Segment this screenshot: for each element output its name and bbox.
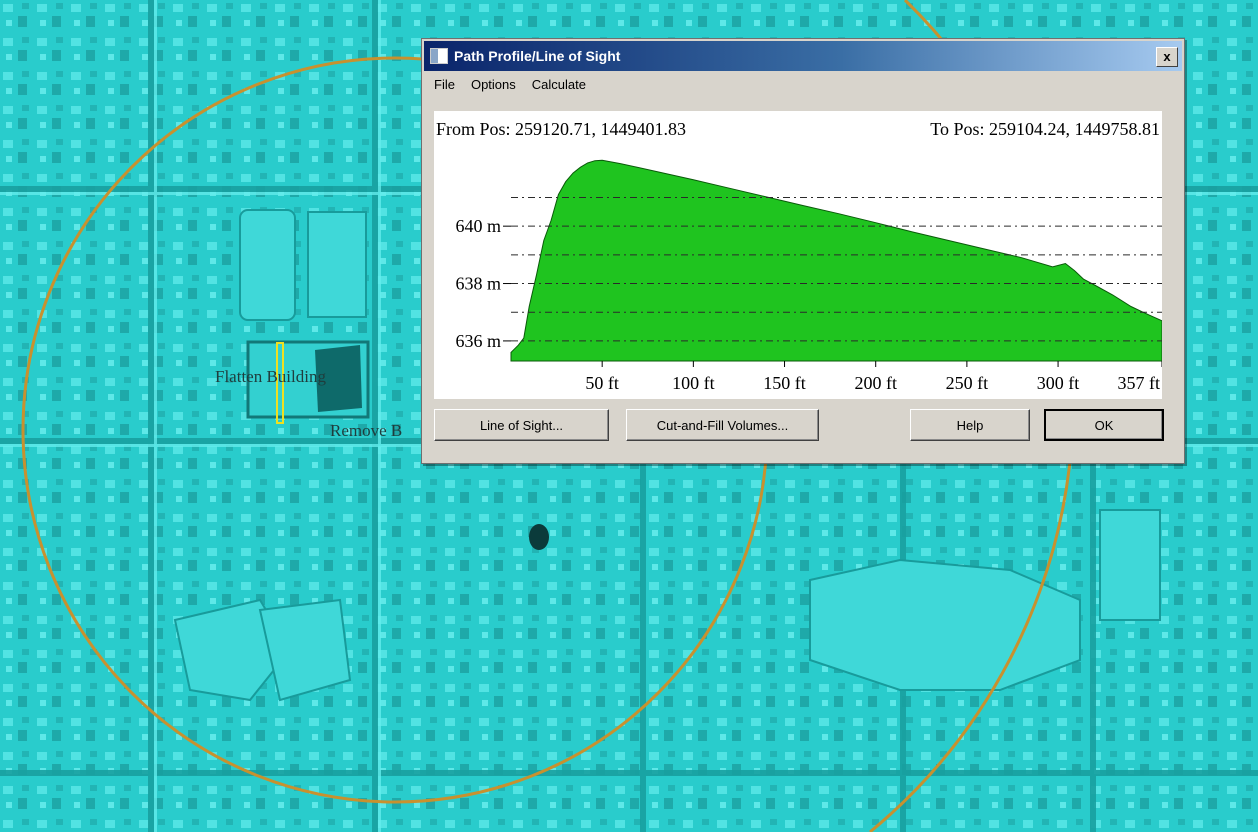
- window-icon: [430, 48, 448, 64]
- terrain-profile-area: [510, 159, 1162, 362]
- close-button[interactable]: x: [1156, 47, 1178, 67]
- menu-calculate[interactable]: Calculate: [531, 76, 586, 92]
- cut-and-fill-button[interactable]: Cut-and-Fill Volumes...: [626, 409, 819, 441]
- profile-chart: From Pos: 259120.71, 1449401.83 To Pos: 2…: [436, 119, 1162, 393]
- x-tick-label-357: 357 ft: [1118, 373, 1161, 393]
- x-tick-label-50: 50 ft: [585, 373, 619, 393]
- dialog-title: Path Profile/Line of Sight: [454, 48, 621, 64]
- y-tick-label-640: 640 m: [455, 216, 501, 236]
- help-button[interactable]: Help: [910, 409, 1030, 441]
- to-position: To Pos: 259104.24, 1449758.81: [930, 119, 1160, 139]
- from-position: From Pos: 259120.71, 1449401.83: [436, 119, 686, 139]
- menu-bar: File Options Calculate: [426, 73, 586, 95]
- path-profile-dialog[interactable]: Path Profile/Line of Sight x File Option…: [421, 38, 1185, 464]
- map-label-remove: Remove B: [330, 421, 403, 440]
- line-of-sight-button[interactable]: Line of Sight...: [434, 409, 609, 441]
- menu-options[interactable]: Options: [470, 76, 516, 92]
- profile-line-marker[interactable]: [276, 342, 284, 424]
- y-tick-label-638: 638 m: [455, 274, 501, 294]
- x-tick-label-200: 200 ft: [854, 373, 897, 393]
- x-tick-label-300: 300 ft: [1037, 373, 1080, 393]
- x-tick-label-100: 100 ft: [672, 373, 715, 393]
- x-tick-label-150: 150 ft: [763, 373, 806, 393]
- y-tick-label-636: 636 m: [455, 331, 501, 351]
- profile-plot: From Pos: 259120.71, 1449401.83 To Pos: 2…: [434, 111, 1162, 399]
- ok-button[interactable]: OK: [1044, 409, 1164, 441]
- menu-file[interactable]: File: [434, 76, 455, 92]
- x-tick-label-250: 250 ft: [946, 373, 989, 393]
- map-label-flatten: Flatten Building: [215, 367, 326, 386]
- dialog-titlebar[interactable]: Path Profile/Line of Sight x: [424, 41, 1182, 71]
